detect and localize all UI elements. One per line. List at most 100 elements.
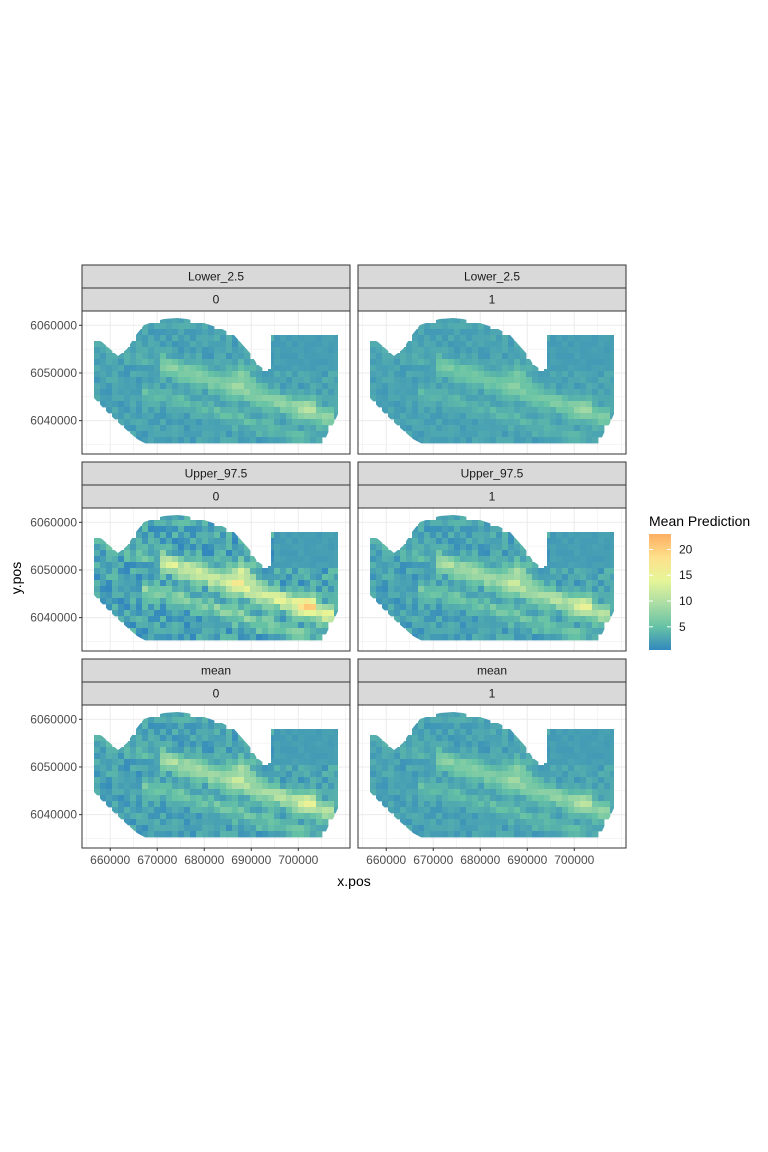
raster-cell	[310, 538, 317, 545]
raster-cell	[136, 610, 143, 617]
raster-cell	[262, 401, 269, 408]
raster-cell	[328, 580, 335, 587]
raster-cell	[262, 407, 269, 414]
raster-cell	[520, 598, 527, 605]
raster-cell	[100, 359, 107, 366]
raster-cell	[430, 401, 437, 408]
raster-cell	[430, 622, 437, 629]
raster-cell	[424, 520, 431, 527]
raster-cell	[238, 813, 245, 820]
raster-cell	[130, 353, 137, 360]
raster-cell	[496, 735, 503, 742]
raster-cell	[316, 562, 323, 569]
raster-cell	[580, 741, 587, 748]
raster-cell	[544, 807, 551, 814]
raster-cell	[556, 735, 563, 742]
raster-cell	[298, 347, 305, 354]
raster-cell	[418, 526, 425, 533]
raster-cell	[310, 783, 317, 790]
raster-cell	[502, 616, 509, 623]
raster-cell	[490, 789, 497, 796]
raster-cell	[472, 550, 479, 557]
raster-cell	[598, 425, 605, 432]
raster-cell	[388, 795, 395, 802]
raster-cell	[496, 413, 503, 420]
raster-cell	[370, 753, 377, 760]
raster-cell	[286, 389, 293, 396]
raster-cell	[454, 353, 461, 360]
raster-cell	[610, 401, 614, 408]
raster-cell	[274, 729, 281, 736]
raster-cell	[436, 520, 443, 527]
raster-cell	[154, 544, 161, 551]
raster-cell	[370, 741, 377, 748]
raster-cell	[286, 807, 293, 814]
raster-cell	[274, 365, 281, 372]
raster-cell	[160, 831, 167, 838]
raster-cell	[418, 813, 425, 820]
raster-cell	[424, 395, 431, 402]
raster-cell	[166, 807, 173, 814]
raster-cell	[100, 777, 107, 784]
raster-cell	[454, 717, 461, 724]
raster-cell	[418, 807, 425, 814]
raster-cell	[568, 747, 575, 754]
raster-cell	[412, 347, 419, 354]
raster-cell	[490, 431, 497, 438]
raster-cell	[388, 371, 395, 378]
raster-cell	[448, 407, 455, 414]
raster-cell	[496, 777, 503, 784]
raster-cell	[304, 401, 311, 408]
raster-cell	[310, 431, 317, 438]
raster-cell	[442, 419, 449, 426]
raster-cell	[130, 807, 137, 814]
raster-cell	[412, 395, 419, 402]
raster-cell	[490, 377, 497, 384]
raster-cell	[214, 741, 221, 748]
raster-cell	[418, 413, 425, 420]
raster-cell	[520, 437, 527, 444]
raster-cell	[178, 407, 185, 414]
raster-cell	[592, 556, 599, 563]
raster-cell	[514, 819, 521, 826]
raster-cell	[208, 335, 215, 342]
raster-cell	[604, 407, 611, 414]
raster-cell	[514, 413, 521, 420]
raster-cell	[604, 765, 611, 772]
raster-cell	[184, 610, 191, 617]
raster-cell	[208, 628, 215, 635]
raster-cell	[220, 329, 227, 336]
raster-cell	[478, 359, 485, 366]
raster-cell	[298, 580, 305, 587]
raster-cell	[448, 598, 455, 605]
raster-cell	[298, 777, 305, 784]
raster-cell	[232, 783, 239, 790]
raster-cell	[178, 550, 185, 557]
raster-cell	[220, 425, 227, 432]
raster-cell	[598, 628, 605, 635]
raster-cell	[262, 419, 269, 426]
raster-cell	[310, 550, 317, 557]
raster-cell	[160, 795, 167, 802]
raster-cell	[232, 735, 239, 742]
raster-cell	[580, 795, 587, 802]
raster-cell	[130, 741, 137, 748]
raster-cell	[328, 795, 335, 802]
raster-cell	[208, 365, 215, 372]
raster-cell	[592, 747, 599, 754]
raster-cell	[160, 634, 167, 641]
raster-cell	[460, 359, 467, 366]
raster-cell	[112, 789, 119, 796]
raster-cell	[262, 377, 269, 384]
raster-cell	[220, 801, 227, 808]
raster-cell	[142, 729, 149, 736]
raster-cell	[178, 789, 185, 796]
raster-cell	[508, 544, 515, 551]
raster-cell	[166, 574, 173, 581]
raster-cell	[406, 383, 413, 390]
raster-cell	[322, 353, 329, 360]
raster-cell	[574, 538, 581, 545]
raster-cell	[550, 538, 557, 545]
raster-cell	[454, 419, 461, 426]
raster-cell	[94, 568, 101, 575]
